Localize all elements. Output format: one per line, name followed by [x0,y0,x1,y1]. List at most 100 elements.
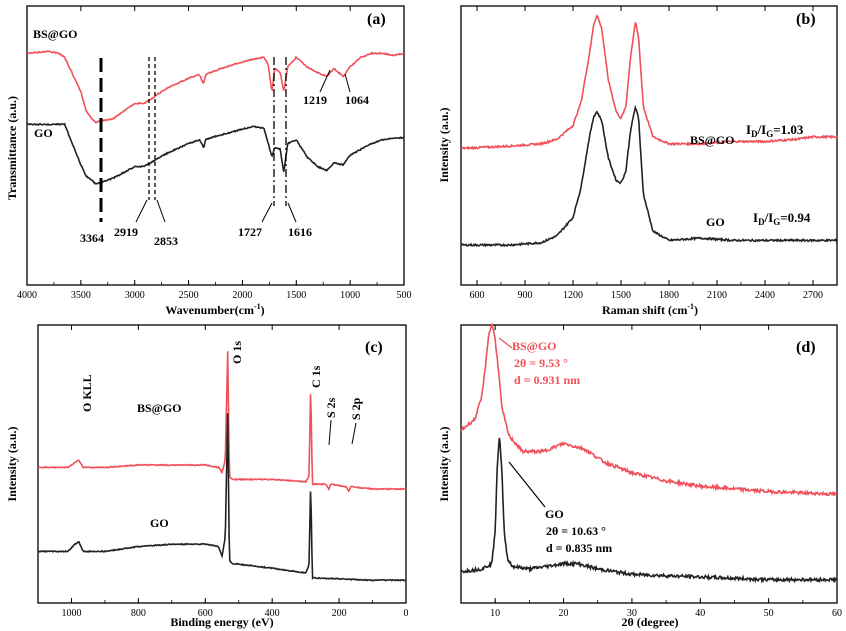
mark-2919: 2919 [114,225,138,239]
mark-1727: 1727 [238,225,262,239]
x-tick-label: 600 [198,608,213,619]
panel-b-ylabel: Intensity (a.u.) [437,107,451,182]
peak-c-1s: C 1s [309,365,323,388]
panel-a: 4000 3500 3000 2500 2000 1500 1000 500 (a) BS@G… [5,5,412,317]
series-line-bsgo [27,50,404,124]
x-tick-label: 20 [559,608,569,619]
series-line-go [26,122,404,185]
x-tick-label: 30 [627,608,637,619]
panel-b-x-ticks: 600 900 1200 1500 1800 2100 2400 2700 [470,6,838,301]
mark-1219: 1219 [303,93,327,107]
x-tick-label: 600 [470,290,485,301]
x-tick-label: 400 [265,608,280,619]
panel-c-frame [37,324,407,604]
arrow-2853 [156,199,166,223]
panel-c-xlabel: Binding energy (eV) [170,615,273,629]
x-tick-label: 10 [490,608,500,619]
x-tick-label: 200 [332,608,347,619]
panel-a-bsgo-label: BS@GO [33,27,78,41]
arrow-1616 [287,202,297,223]
x-tick-label: 900 [518,290,533,301]
x-tick-label: 50 [764,608,774,619]
panel-d-go-label: GO [545,507,564,521]
panel-b-bsgo-label: BS@GO [690,133,735,147]
peak-s-2p: S 2p [349,397,363,420]
panel-d-ylabel: Intensity (a.u.) [437,426,451,501]
panel-c: 1000 800 600 400 200 0 (c) O KLL O 1s C 1s S … [5,324,409,629]
x-tick-label: 1200 [563,290,583,301]
panel-d-bsgo-label: BS@GO [512,339,557,353]
x-tick-label: 2000 [232,290,252,301]
panel-c-go-label: GO [150,516,169,530]
x-tick-label: 1800 [659,290,679,301]
panel-b: 600 900 1200 1500 1800 2100 2400 2700 (b) BS@GO… [437,5,838,317]
x-tick-label: 0 [404,608,409,619]
mark-1064: 1064 [345,93,369,107]
series-line-bsgo [460,322,838,497]
panel-a-x-ticks: 4000 3500 3000 2500 2000 1500 1000 500 [17,6,412,301]
peak-s-2s: S 2s [324,397,338,418]
x-tick-label: 1500 [611,290,631,301]
panel-d-go-theta: 2θ = 10.63 ° [546,524,606,538]
panel-d-x-ticks: 10 20 30 40 50 60 [460,325,842,619]
panel-d-xlabel: 2θ (degree) [621,615,678,629]
series-line-go [460,437,837,584]
arrow-s-2p [351,422,357,445]
arrow-go-peak [508,461,546,508]
panel-c-tag: (c) [365,339,383,356]
x-tick-label: 1500 [286,290,306,301]
mark-1616: 1616 [288,225,312,239]
x-tick-label: 500 [397,290,412,301]
arrow-2919 [135,199,148,223]
panel-b-frame [460,5,838,286]
panel-d-bsgo-d: d = 0.931 nm [514,373,580,387]
arrow-1064 [344,73,351,93]
series-line-go [37,413,407,582]
panel-d-frame [460,324,838,604]
x-tick-label: 1000 [61,608,81,619]
series-line-bsgo [37,351,407,493]
x-tick-label: 2100 [707,290,727,301]
panel-c-ylabel: Intensity (a.u.) [5,426,19,501]
peak-o-1s: O 1s [230,341,244,364]
panel-c-lines [37,351,407,582]
arrow-1727 [261,202,273,223]
panel-a-tag: (a) [367,11,386,28]
mark-3364: 3364 [80,231,104,245]
panel-c-bsgo-label: BS@GO [137,401,182,415]
x-tick-label: 60 [832,608,842,619]
x-tick-label: 1000 [340,290,360,301]
x-tick-label: 2400 [755,290,775,301]
panel-a-ylabel: Transmittance (a.u.) [5,96,19,200]
panel-d-lines [460,322,838,584]
series-line-go [460,104,838,248]
x-tick-label: 3500 [71,290,91,301]
panel-d-go-d: d = 0.835 nm [546,541,612,555]
series-line-bsgo [460,14,838,151]
panel-a-xlabel: Wavenumber(cm-1) [165,302,264,317]
x-tick-label: 2500 [179,290,199,301]
panel-b-go-ratio: ID/IG=0.94 [753,210,811,227]
panel-d-bsgo-theta: 2θ = 9.53 ° [514,356,568,370]
x-tick-label: 3000 [125,290,145,301]
arrow-1219 [319,69,331,93]
panel-b-tag: (b) [796,11,816,28]
x-tick-label: 2700 [803,290,823,301]
arrow-s-2s [328,419,332,446]
x-tick-label: 800 [131,608,146,619]
panel-d-tag: (d) [796,339,816,356]
panel-b-lines [460,14,838,248]
arrow-bsgo-peak [498,337,513,349]
panel-d: 10 20 30 40 50 60 (d) BS@GO 2θ = 9.53 ° d = 0… [437,322,842,629]
panel-a-lines [26,50,404,185]
x-tick-label: 4000 [17,290,37,301]
x-tick-label: 40 [695,608,705,619]
panel-b-bsgo-ratio: ID/IG=1.03 [746,122,804,139]
peak-o-kll: O KLL [80,374,94,412]
panel-c-x-ticks: 1000 800 600 400 200 0 [37,325,409,619]
mark-2853: 2853 [154,234,178,248]
panel-b-go-label: GO [706,215,725,229]
panel-b-xlabel: Raman shift (cm-1) [602,302,698,317]
panel-a-go-label: GO [34,126,53,140]
